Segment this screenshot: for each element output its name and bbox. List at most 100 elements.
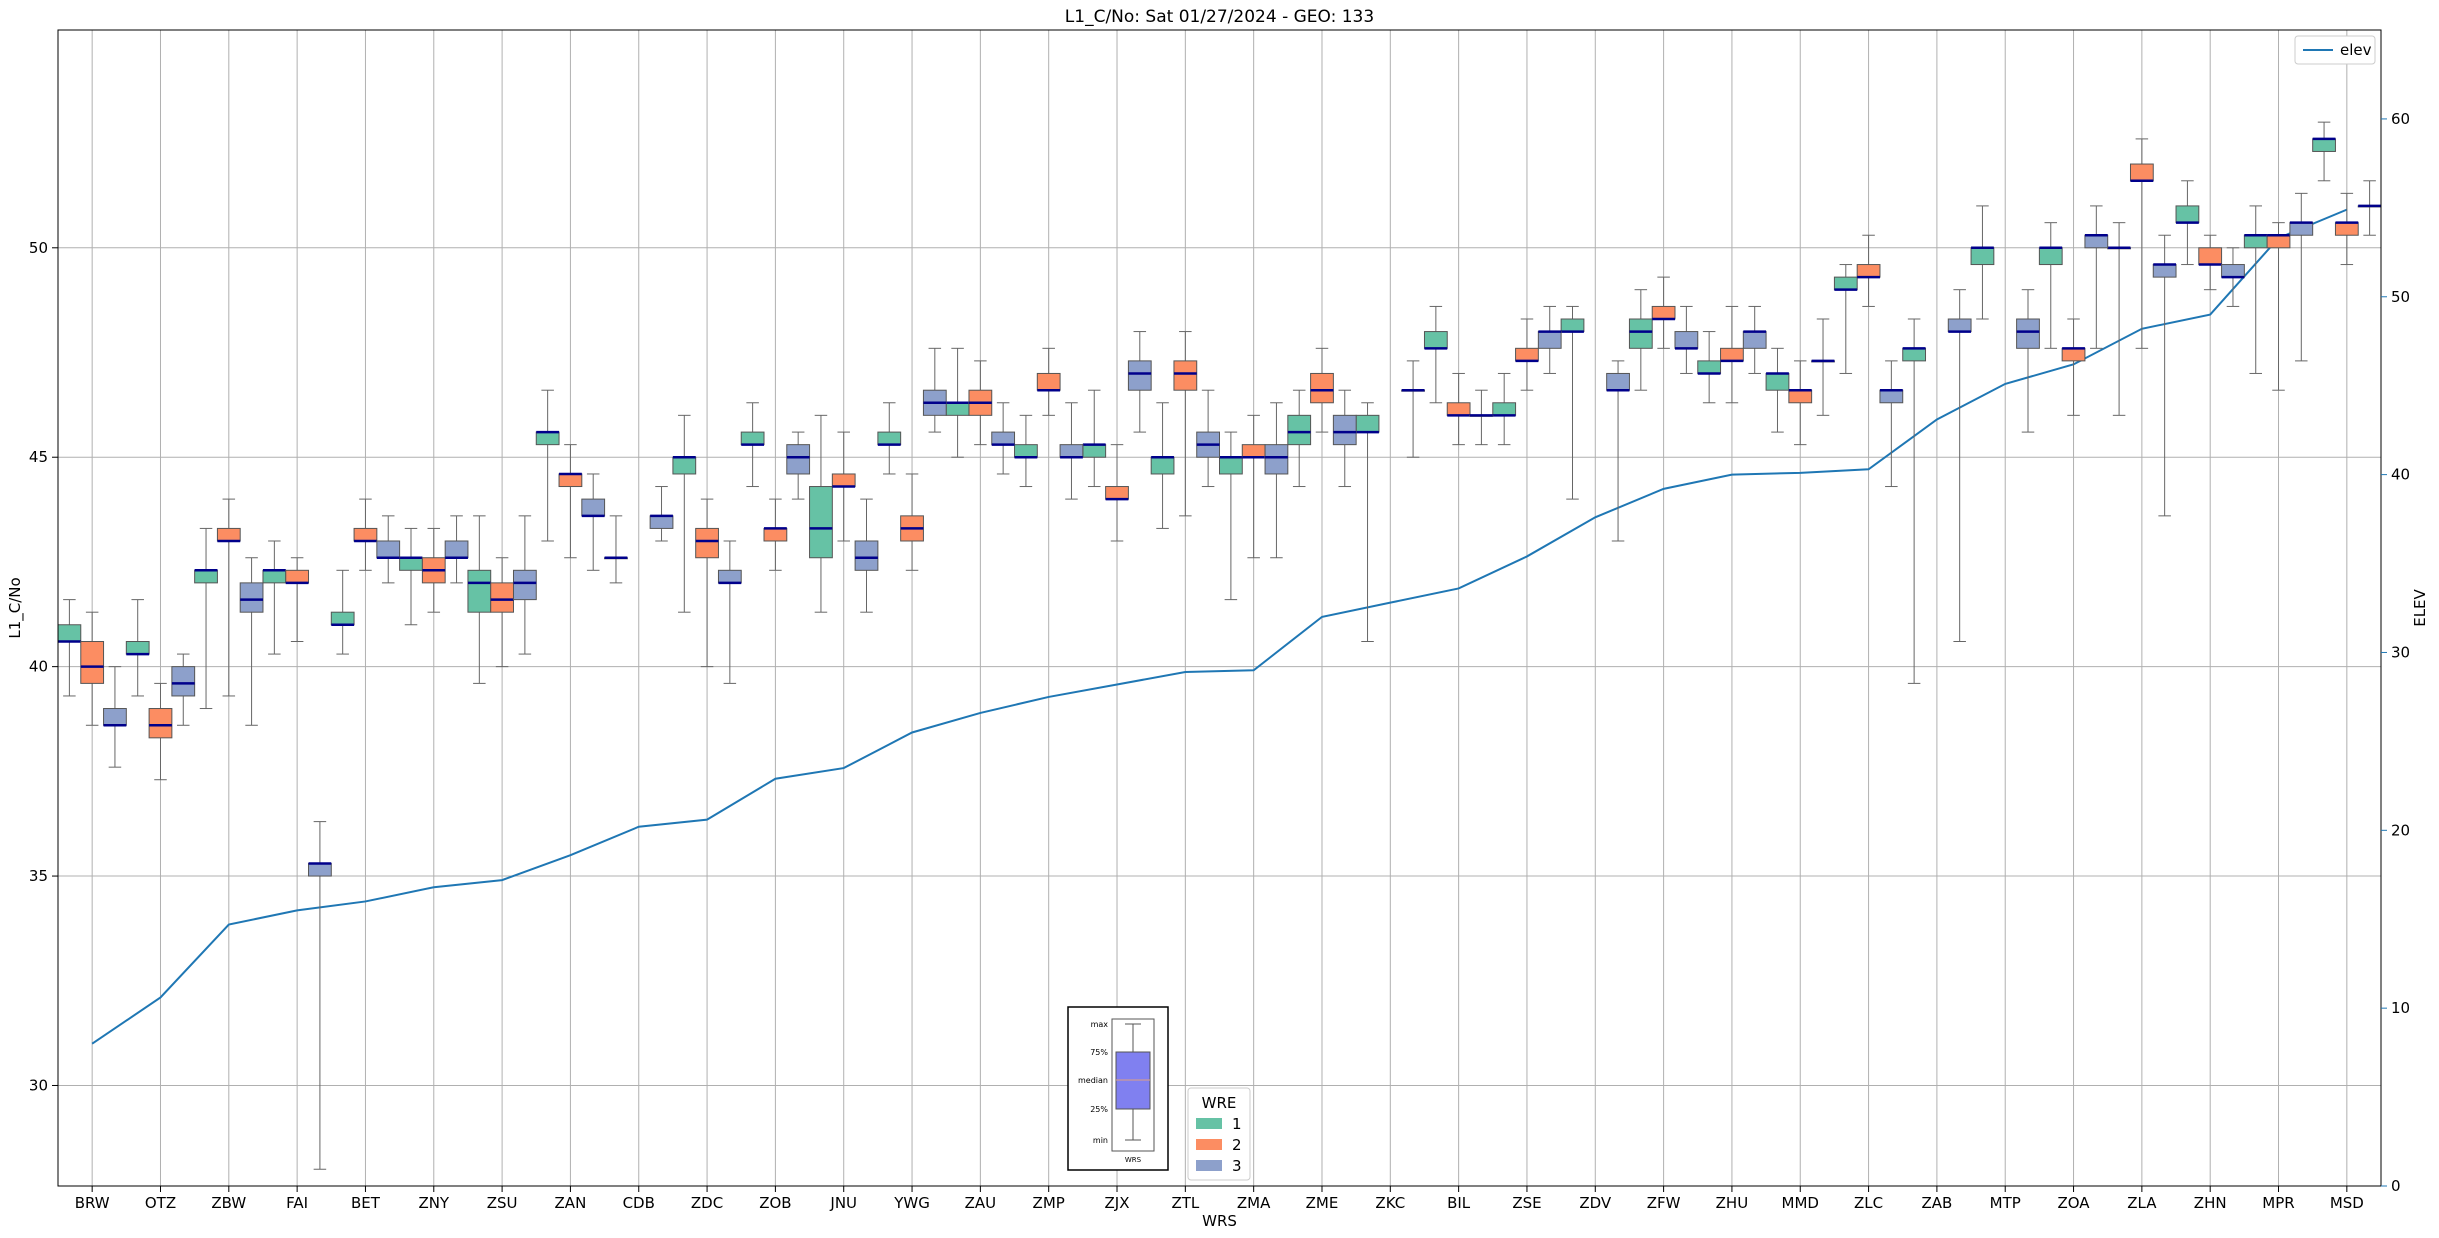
box-iqr [2334,222,2359,236]
box-iqr [353,527,378,542]
box-iqr [1264,444,1289,475]
wre-legend-label: 1 [1232,1115,1242,1133]
box-iqr [1765,372,1790,391]
box-iqr [2243,234,2268,249]
x-tick-label: YWG [893,1194,930,1212]
y-tick-label: 45 [29,448,48,466]
box-iqr [239,582,264,613]
box-wre3 [2289,192,2314,362]
box-iqr [1606,372,1630,391]
x-tick-label: ZKC [1375,1194,1405,1212]
x-tick-label: ZFW [1647,1194,1681,1212]
box-iqr [1492,402,1517,416]
box-iqr [57,624,82,643]
y2-axis-label: ELEV [2411,588,2429,626]
box-iqr [262,569,287,584]
key-label: max [1091,1020,1109,1029]
box-wre1 [1833,264,1858,374]
x-tick-label: FAI [286,1194,308,1212]
box-iqr [2289,222,2314,236]
y2-tick-label: 40 [2391,466,2410,484]
box-iqr [2129,163,2154,182]
box-wre1 [399,527,423,626]
box-iqr [991,431,1016,446]
box-iqr [581,498,606,517]
box-wre1 [945,347,970,458]
box-iqr [1241,444,1266,458]
x-tick-label: MPR [2262,1194,2294,1212]
axes: BRW OTZ ZBW FAI BET ZNY ZSU ZAN CDB ZDC ZOB JNU YWG Z… [29,110,2410,1212]
box-iqr [285,569,310,584]
wre-legend-label: 3 [1232,1157,1242,1175]
box-wre1 [877,402,902,475]
box-wre1 [125,599,150,697]
box-iqr [1720,347,1744,362]
box-iqr [216,527,241,542]
box-wre3 [1127,331,1152,433]
box-iqr [831,473,856,488]
box-wre1 [1423,305,1448,404]
box-iqr [740,431,765,446]
wre-legend-title: WRE [1202,1094,1237,1112]
x-tick-label: ZAU [965,1194,997,1212]
box-wre3 [512,515,537,655]
box-wre3 [2016,289,2040,433]
box-wre1 [535,389,560,542]
box-wre2 [2129,138,2154,349]
box-iqr [1127,360,1152,391]
box-iqr [1014,444,1038,458]
box-iqr [1332,414,1357,446]
box-wre2 [1651,276,1676,349]
box-iqr [1036,372,1061,391]
box-wre2 [1515,318,1539,391]
box-wre2 [490,557,514,668]
x-tick-label: MSD [2330,1194,2364,1212]
box-iqr [148,708,173,739]
box-wre3 [2084,205,2109,349]
key-label: 25% [1090,1105,1108,1114]
box-wre2 [1310,347,1334,433]
key-label: 75% [1090,1048,1108,1057]
box-wre1 [1492,372,1517,446]
x-tick-label: OTZ [145,1194,176,1212]
x-tick-label: ZNY [418,1194,449,1212]
box-wre1 [1765,347,1790,433]
wre-legend-label: 2 [1232,1136,1242,1154]
box-iqr [1446,402,1471,416]
box-iqr [786,444,811,475]
box-iqr [308,862,332,877]
box-iqr [1902,347,1927,362]
y2-tick-label: 60 [2391,110,2410,128]
box-iqr [1651,305,1676,320]
legends: elev WRE 1 2 3 max 75% median 25% min WRS [1067,35,2376,1181]
box-wre2 [216,498,241,697]
box-wre3 [103,666,127,768]
box-wre2 [1105,444,1129,542]
y2-tick-label: 10 [2391,999,2410,1017]
y2-tick-label: 30 [2391,643,2410,661]
box-wre2 [1720,305,1744,404]
box-wre3 [1059,402,1084,500]
box-wre2 [558,444,583,559]
x-tick-label: ZOA [2057,1194,2090,1212]
key-label: median [1078,1076,1108,1085]
box-iqr [1515,347,1539,362]
box-wre3 [854,498,879,613]
y-tick-label: 40 [29,658,48,676]
y2-tick-label: 20 [2391,821,2410,839]
box-wre3 [1469,389,1494,446]
x-tick-label: MMD [1782,1194,1819,1212]
x-tick-label: MTP [1990,1194,2021,1212]
box-wre1 [194,527,218,710]
elev-line-layer [91,208,2348,1045]
box-wre1 [1560,305,1585,500]
box-iqr [2198,247,2223,266]
key-label: min [1093,1136,1108,1145]
box-iqr [1788,389,1813,404]
key-box-inner [1111,1018,1155,1152]
x-tick-label: ZHU [1716,1194,1749,1212]
box-wre2 [2266,222,2291,391]
box-wre3 [2221,247,2245,307]
box-iqr [1310,372,1334,404]
